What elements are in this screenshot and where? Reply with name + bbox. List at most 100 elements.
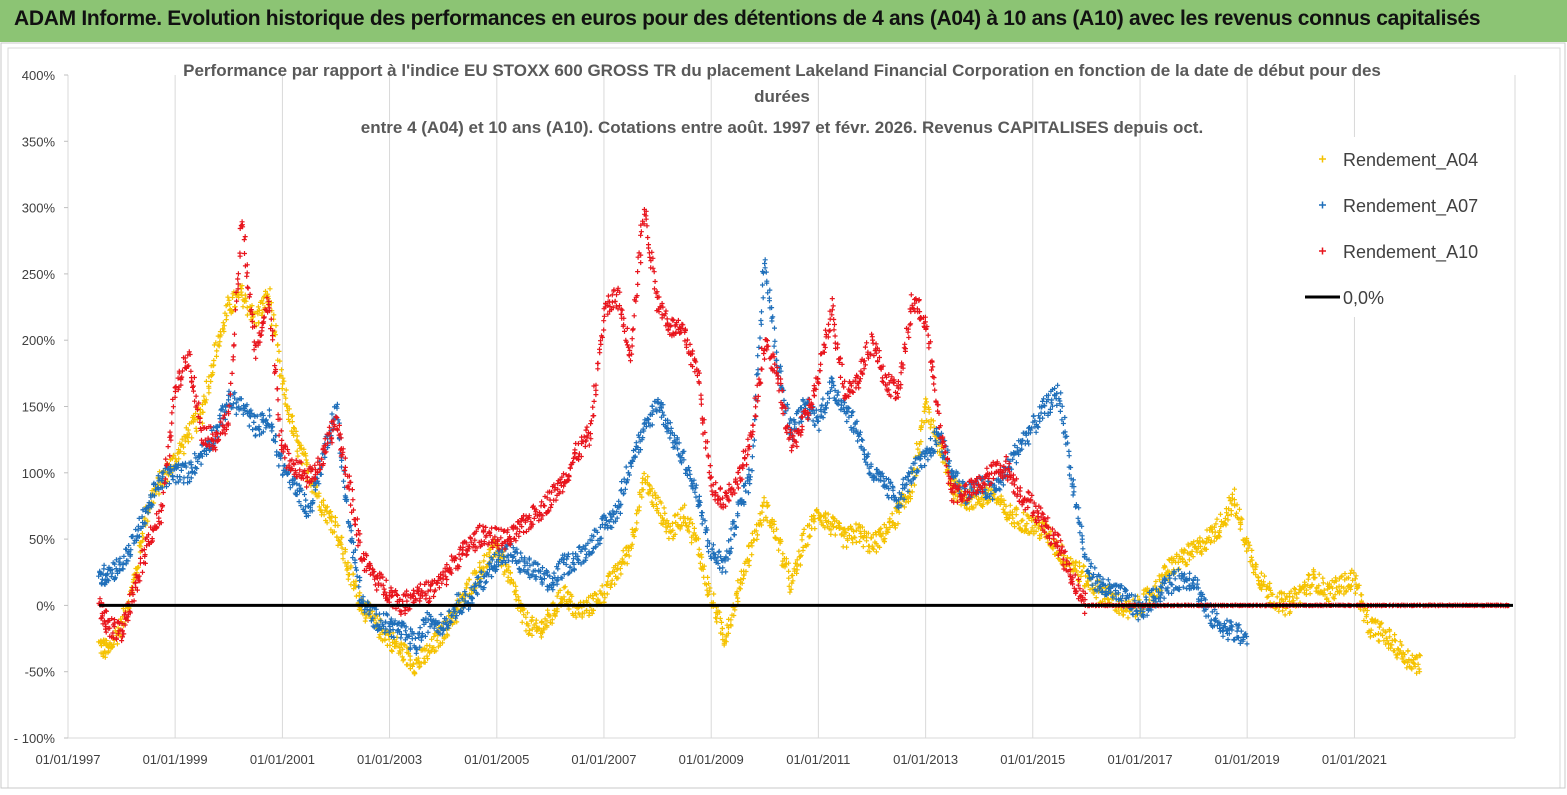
data-point — [418, 582, 423, 587]
data-point — [1321, 580, 1326, 585]
data-point — [590, 405, 595, 410]
data-point — [363, 619, 368, 624]
data-point — [1245, 641, 1250, 646]
data-point — [418, 625, 423, 630]
data-point — [353, 522, 358, 527]
data-point — [384, 578, 389, 583]
data-point — [439, 612, 444, 617]
data-point — [764, 270, 769, 275]
data-point — [720, 565, 725, 570]
data-point — [826, 512, 831, 517]
data-point — [161, 490, 166, 495]
data-point — [353, 560, 358, 565]
data-point — [199, 462, 204, 467]
data-point — [248, 292, 253, 297]
data-point — [854, 540, 859, 545]
data-point — [539, 635, 544, 640]
data-point — [413, 636, 418, 641]
data-point — [346, 577, 351, 582]
data-point — [417, 599, 422, 604]
data-point — [634, 520, 639, 525]
data-point — [1126, 615, 1131, 620]
data-point — [552, 571, 557, 576]
data-point — [348, 503, 353, 508]
data-point — [1014, 460, 1019, 465]
data-point — [621, 548, 626, 553]
data-point — [526, 632, 531, 637]
data-point — [277, 349, 282, 354]
data-point — [348, 582, 353, 587]
data-point — [800, 537, 805, 542]
data-point — [1041, 396, 1046, 401]
data-point — [444, 582, 449, 587]
data-point — [763, 257, 768, 262]
data-point — [260, 325, 265, 330]
data-point — [668, 420, 673, 425]
data-point — [592, 399, 597, 404]
data-point — [235, 277, 240, 282]
data-point — [772, 326, 777, 331]
data-point — [1377, 639, 1382, 644]
data-point — [807, 534, 812, 539]
data-point — [812, 526, 817, 531]
x-tick-label: 01/01/1997 — [35, 752, 100, 767]
data-point — [189, 435, 194, 440]
data-point — [1080, 537, 1085, 542]
data-point — [159, 508, 164, 513]
data-point — [849, 410, 854, 415]
data-point — [893, 525, 898, 530]
data-point — [1234, 511, 1239, 516]
data-point — [697, 494, 702, 499]
data-point — [844, 545, 849, 550]
data-point — [169, 421, 174, 426]
data-point — [112, 617, 117, 622]
data-point — [269, 323, 274, 328]
data-point — [662, 505, 667, 510]
data-point — [157, 509, 162, 514]
data-point — [194, 426, 199, 431]
y-tick-label: 150% — [22, 400, 56, 415]
data-point — [242, 251, 247, 256]
data-point — [1292, 586, 1297, 591]
data-point — [923, 396, 928, 401]
data-point — [1339, 574, 1344, 579]
data-point — [520, 620, 525, 625]
data-point — [735, 599, 740, 604]
report-title: ADAM Informe. Evolution historique des p… — [14, 7, 1480, 31]
data-point — [342, 468, 347, 473]
data-point — [860, 438, 865, 443]
data-point — [1077, 560, 1082, 565]
data-point — [634, 511, 639, 516]
data-point — [756, 345, 761, 350]
data-point — [1226, 637, 1231, 642]
data-point — [1162, 596, 1167, 601]
x-tick-label: 01/01/2009 — [679, 752, 744, 767]
y-tick-label: 250% — [22, 267, 56, 282]
data-point — [1073, 505, 1078, 510]
data-point — [596, 361, 601, 366]
data-point — [242, 237, 247, 242]
data-point — [1001, 482, 1006, 487]
data-point — [593, 392, 598, 397]
data-point — [188, 369, 193, 374]
data-point — [711, 592, 716, 597]
data-point — [350, 487, 355, 492]
data-point — [549, 502, 554, 507]
data-point — [828, 532, 833, 537]
data-point — [802, 527, 807, 532]
data-point — [191, 389, 196, 394]
data-point — [690, 521, 695, 526]
data-point — [179, 468, 184, 473]
data-point — [833, 533, 838, 538]
data-point — [1187, 571, 1192, 576]
data-point — [354, 568, 359, 573]
data-point — [333, 520, 338, 525]
data-point — [612, 582, 617, 587]
data-point — [720, 626, 725, 631]
data-point — [1187, 557, 1192, 562]
data-point — [1259, 571, 1264, 576]
data-point — [208, 379, 213, 384]
data-point — [243, 234, 248, 239]
data-point — [508, 571, 513, 576]
